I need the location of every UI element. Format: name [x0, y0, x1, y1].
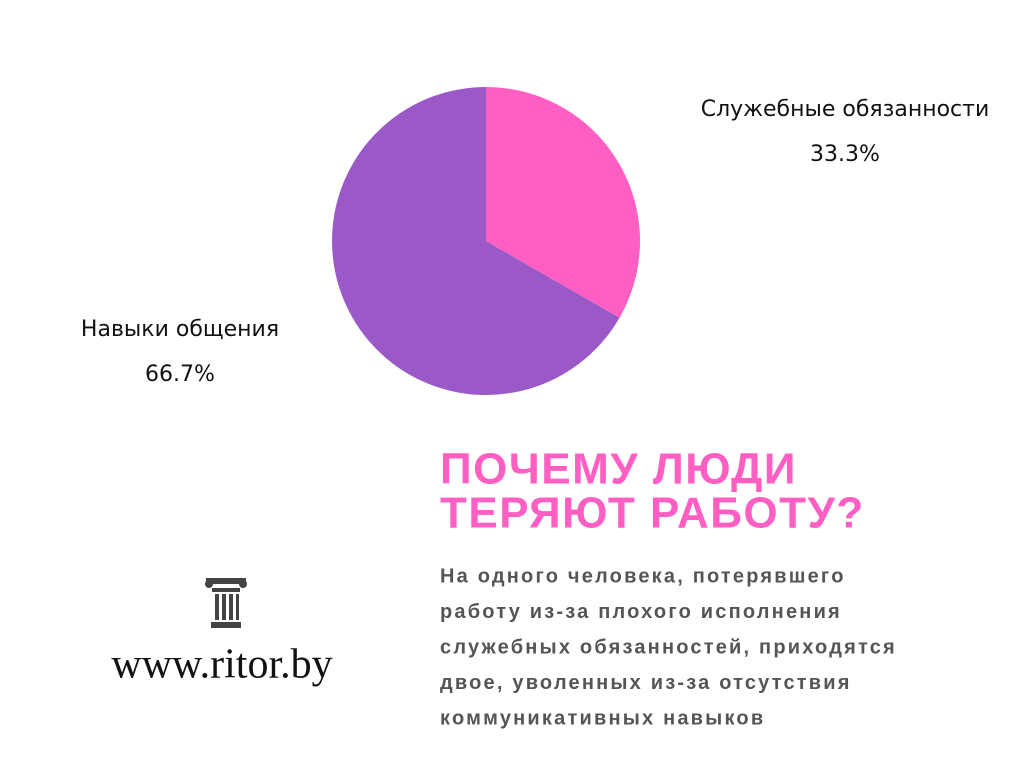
column-icon — [205, 578, 247, 628]
body-text: коммуникативных навыков — [440, 707, 765, 729]
slice-label: Служебные обязанности — [701, 97, 990, 122]
pie-slice — [332, 87, 620, 396]
body-text: служебных обязанностей, приходятся — [440, 636, 897, 658]
body-text: На одного человека, потерявшего — [440, 565, 846, 587]
heading: ТЕРЯЮТ РАБОТУ? — [440, 489, 865, 538]
body-text: двое, уволенных из-за отсутствия — [440, 672, 852, 694]
slice-value: 66.7% — [145, 362, 215, 387]
pie-slice — [486, 87, 640, 318]
body-text: работу из-за плохого исполнения — [440, 601, 842, 623]
slice-label: Навыки общения — [81, 317, 279, 342]
slice-value: 33.3% — [810, 142, 880, 167]
site-url: www.ritor.by — [111, 642, 332, 688]
heading: ПОЧЕМУ ЛЮДИ — [440, 445, 797, 494]
